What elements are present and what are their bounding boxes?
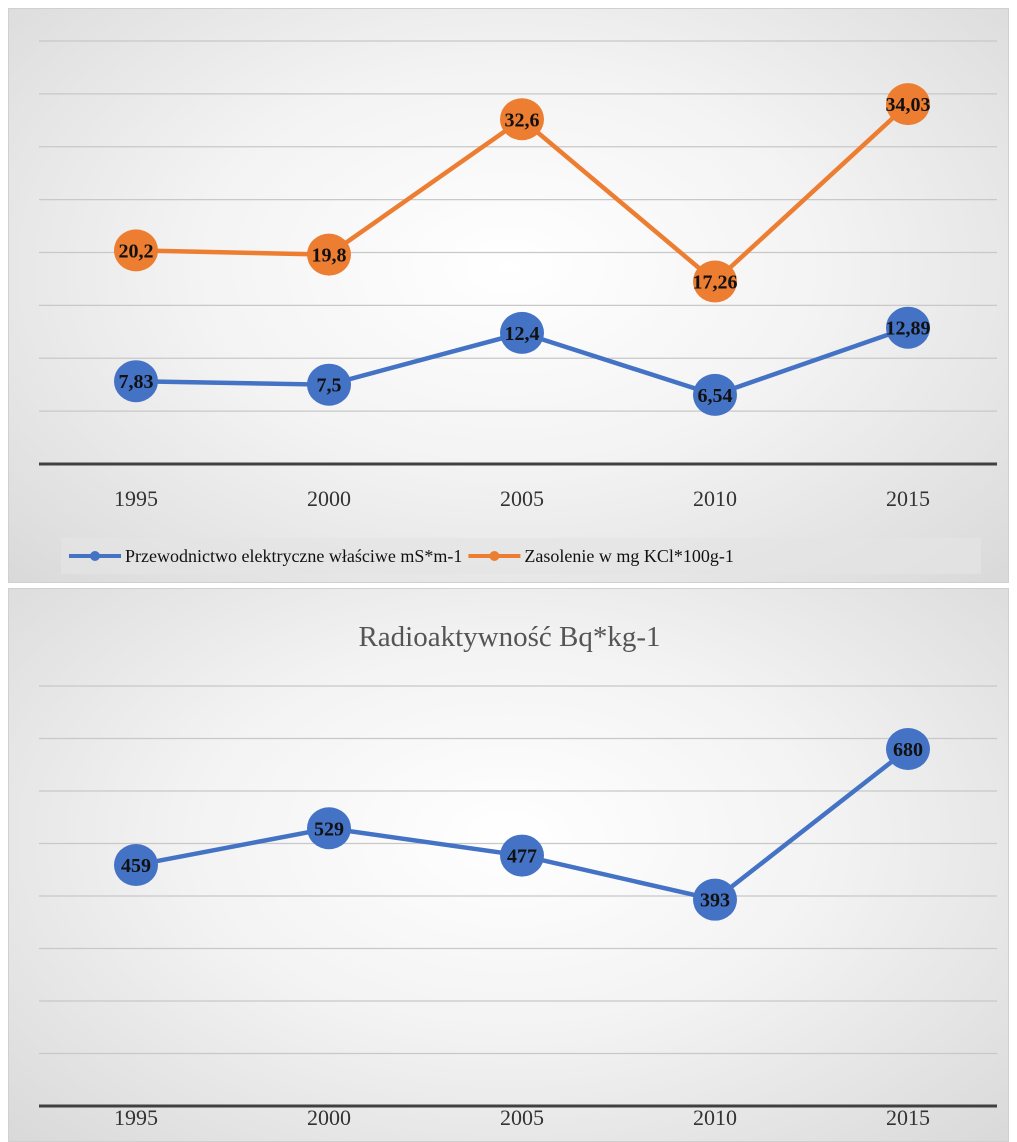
series-line — [135, 747, 910, 902]
legend-box — [61, 538, 981, 574]
x-tick-label: 2015 — [886, 486, 930, 511]
data-point — [500, 98, 544, 141]
radioactivity-chart: Radioaktywność Bq*kg-1 1995 2000 2005 2010 20… — [8, 588, 1009, 1142]
data-label: 19,8 — [312, 245, 347, 267]
data-point — [114, 844, 158, 887]
x-tick-label: 2015 — [886, 1105, 930, 1130]
data-point — [114, 229, 158, 272]
x-tick-label: 2010 — [693, 1105, 737, 1130]
data-label: 7,5 — [317, 375, 342, 397]
data-label: 459 — [121, 855, 151, 877]
data-point — [886, 728, 930, 770]
legend-entry: Przewodnictwo elektryczne właściwe mS*m-… — [125, 546, 462, 566]
salinity-conductivity-chart: 1995 2000 2005 2010 2015 7,83 7,5 12,4 6,54 12,89… — [8, 8, 1009, 583]
chart-bottom-canvas: Radioaktywność Bq*kg-1 1995 2000 2005 2010 20… — [39, 621, 997, 1130]
data-point — [886, 83, 930, 126]
x-tick-label: 1995 — [114, 486, 158, 511]
x-tick-label: 2010 — [693, 486, 737, 511]
data-label: 17,26 — [693, 271, 738, 293]
data-label: 393 — [700, 890, 730, 912]
data-label: 7,83 — [119, 371, 154, 393]
data-point — [693, 260, 737, 303]
data-label: 12,89 — [886, 318, 931, 340]
legend-marker — [489, 551, 500, 561]
chart-title: Radioaktywność Bq*kg-1 — [358, 621, 660, 653]
data-point — [307, 363, 351, 406]
data-label: 6,54 — [698, 385, 733, 407]
data-label: 529 — [314, 818, 344, 840]
data-point — [886, 306, 930, 349]
x-tick-label: 2005 — [500, 1105, 544, 1130]
data-point — [500, 311, 544, 354]
data-label: 20,2 — [119, 240, 154, 262]
data-label: 680 — [893, 739, 923, 761]
data-label: 34,03 — [886, 94, 931, 116]
x-tick-label: 2000 — [307, 486, 351, 511]
x-tick-label: 2000 — [307, 1105, 351, 1130]
data-point — [114, 360, 158, 403]
data-point — [307, 807, 351, 850]
x-tick-label: 1995 — [114, 1105, 158, 1130]
data-label: 12,4 — [505, 323, 540, 345]
x-tick-label: 2005 — [500, 486, 544, 511]
legend-entry: Zasolenie w mg KCl*100g-1 — [524, 546, 733, 566]
data-point — [693, 878, 737, 921]
chart-top-canvas: 1995 2000 2005 2010 2015 7,83 7,5 12,4 6,54 12,89… — [39, 40, 997, 574]
data-label: 32,6 — [505, 109, 540, 131]
data-label: 477 — [507, 846, 537, 868]
legend-marker — [90, 551, 100, 561]
data-point — [500, 834, 544, 877]
data-point — [307, 233, 351, 276]
data-point — [693, 373, 737, 416]
